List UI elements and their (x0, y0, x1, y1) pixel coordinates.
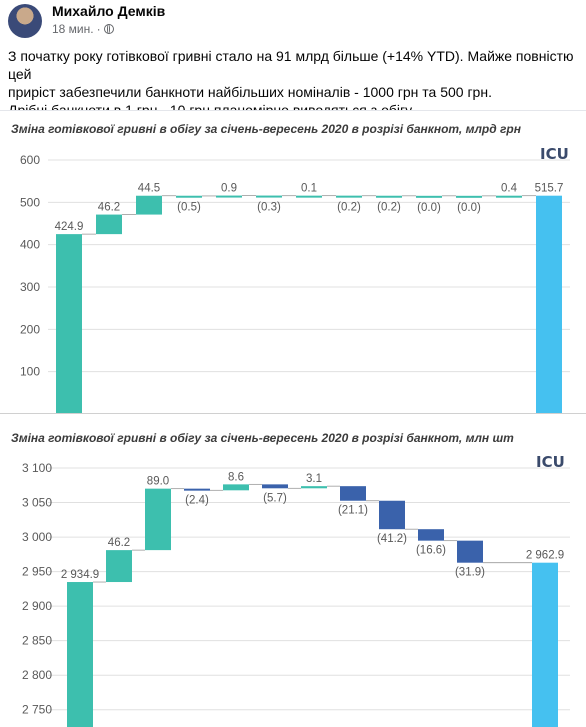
bar-value-label: (21.1) (338, 505, 368, 517)
bar-value-label: (31.9) (455, 567, 485, 579)
waterfall-bar (296, 195, 322, 198)
y-tick-label: 2 750 (22, 703, 52, 717)
post-header: Михайло Демків 18 мин. · (0, 0, 586, 44)
waterfall-bar (532, 562, 558, 727)
waterfall-bar (379, 500, 405, 530)
y-tick-label: 3 050 (22, 496, 52, 510)
bar-value-label: 0.9 (221, 183, 237, 195)
chart-svg: Зміна готівкової гривні в обігу за січен… (11, 431, 570, 727)
bar-value-label: (41.2) (377, 533, 407, 545)
post-meta: 18 мин. · (52, 22, 114, 36)
waterfall-bar (96, 214, 122, 235)
y-tick-label: 400 (20, 238, 40, 252)
y-tick-label: 500 (20, 195, 40, 209)
icu-logo: ICU (536, 453, 565, 471)
waterfall-bar (145, 488, 171, 551)
waterfall-bar (301, 486, 327, 489)
chart-banknotes-value: Зміна готівкової гривні в обігу за січен… (0, 110, 586, 414)
bar-value-label: 0.1 (301, 183, 317, 195)
y-tick-label: 200 (20, 322, 40, 336)
waterfall-bar (418, 529, 444, 541)
bar-value-label: 3.1 (306, 473, 322, 485)
bar-value-label: (0.5) (177, 202, 201, 214)
y-tick-label: 2 900 (22, 599, 52, 613)
chart-title: Зміна готівкової гривні в обігу за січен… (11, 431, 514, 445)
bar-value-label: (0.0) (417, 202, 441, 214)
y-tick-label: 100 (20, 365, 40, 379)
bar-value-label: 44.5 (138, 183, 160, 195)
bar-value-label: (0.3) (257, 202, 281, 214)
waterfall-bar (340, 486, 366, 501)
post-time[interactable]: 18 мин. (52, 22, 94, 36)
waterfall-bar (456, 195, 482, 198)
icu-logo: ICU (540, 145, 569, 163)
waterfall-bar (184, 488, 210, 491)
bar-value-label: (16.6) (416, 545, 446, 557)
waterfall-bar (56, 234, 82, 414)
bar-value-label: (0.0) (457, 202, 481, 214)
author-avatar[interactable] (8, 4, 42, 38)
chart-banknotes-count: Зміна готівкової гривні в обігу за січен… (0, 413, 586, 727)
globe-icon[interactable] (103, 24, 114, 34)
y-tick-label: 3 000 (22, 530, 52, 544)
waterfall-bar (536, 195, 562, 414)
y-tick-label: 600 (20, 153, 40, 167)
y-tick-label: 2 950 (22, 565, 52, 579)
author-name[interactable]: Михайло Демків (52, 3, 166, 19)
waterfall-bar (336, 195, 362, 198)
bar-value-label: 46.2 (98, 202, 120, 214)
bar-value-label: (5.7) (263, 492, 287, 504)
bar-value-label: 515.7 (535, 183, 564, 195)
waterfall-bar (106, 550, 132, 583)
chart-svg: Зміна готівкової гривні в обігу за січен… (11, 122, 570, 414)
waterfall-bar (262, 484, 288, 489)
y-tick-label: 300 (20, 280, 40, 294)
bar-value-label: 46.2 (108, 537, 130, 549)
waterfall-bar (416, 195, 442, 198)
y-tick-label: 3 100 (22, 461, 52, 475)
bar-value-label: 424.9 (55, 221, 84, 233)
meta-separator: · (96, 22, 101, 36)
bar-value-label: 2 962.9 (526, 550, 564, 562)
chart-title: Зміна готівкової гривні в обігу за січен… (11, 122, 522, 136)
bar-value-label: (2.4) (185, 495, 209, 507)
post-text-line: приріст забезпечили банкноти найбільших … (8, 84, 492, 100)
waterfall-bar (256, 195, 282, 198)
waterfall-bar (67, 582, 93, 727)
waterfall-bar (457, 540, 483, 563)
bar-value-label: 89.0 (147, 476, 169, 488)
waterfall-bar (496, 195, 522, 198)
waterfall-bar (376, 195, 402, 198)
y-tick-label: 2 850 (22, 634, 52, 648)
bar-value-label: (0.2) (337, 202, 361, 214)
waterfall-bar (216, 195, 242, 198)
bar-value-label: 0.4 (501, 183, 518, 195)
bar-value-label: 2 934.9 (61, 569, 99, 581)
y-tick-label: 2 800 (22, 668, 52, 682)
waterfall-bar (223, 484, 249, 491)
post-text-line: З початку року готівкової гривні стало н… (8, 48, 574, 82)
bar-value-label: (0.2) (377, 202, 401, 214)
waterfall-bar (136, 195, 162, 215)
waterfall-bar (176, 195, 202, 198)
bar-value-label: 8.6 (228, 471, 244, 483)
post-text: З початку року готівкової гривні стало н… (8, 47, 580, 119)
